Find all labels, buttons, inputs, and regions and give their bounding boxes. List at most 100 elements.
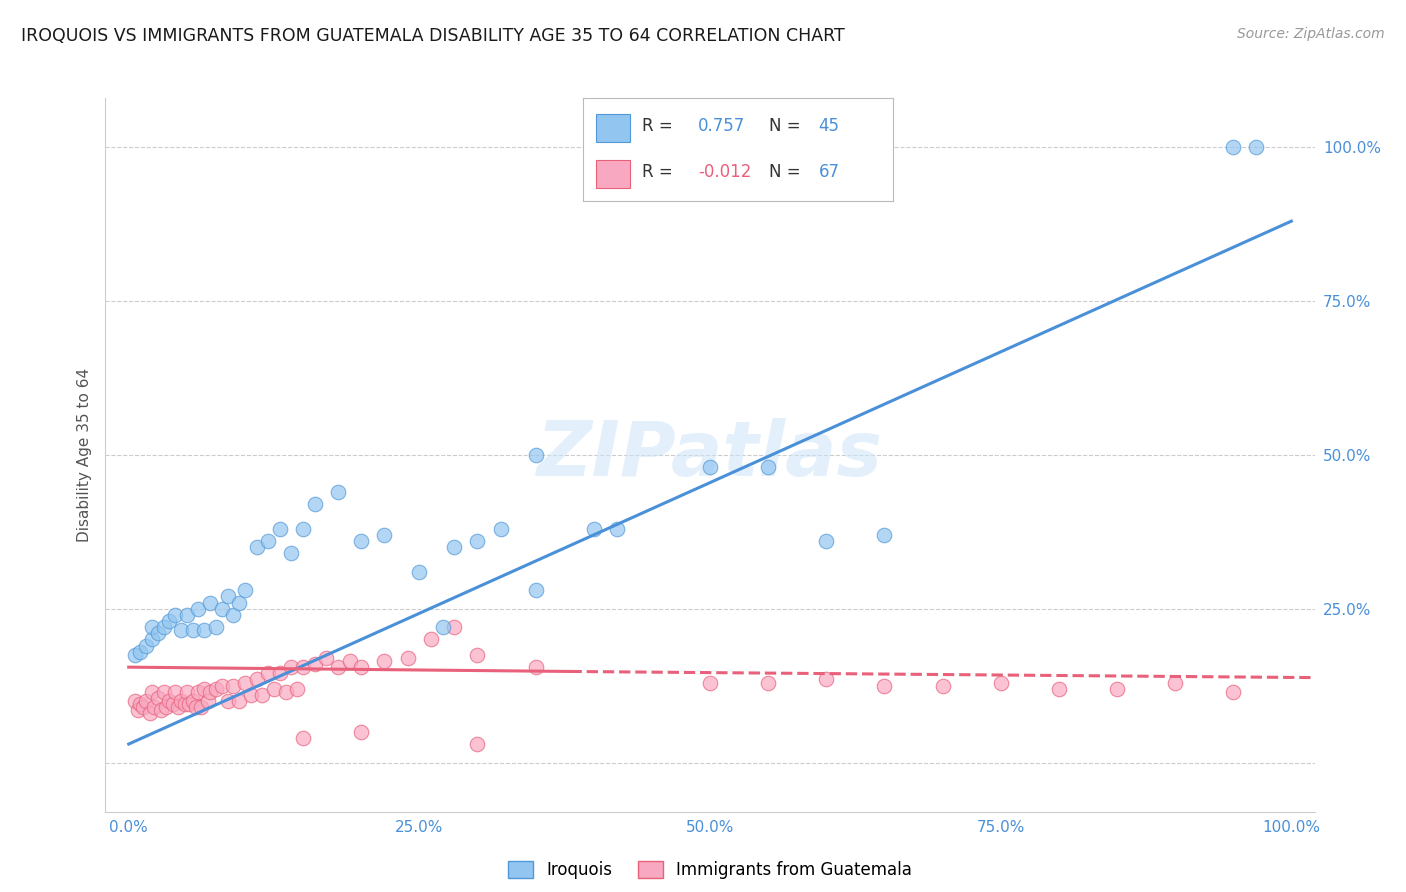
Point	[756, 675, 779, 690]
Text: -0.012: -0.012	[697, 163, 751, 181]
Point	[873, 679, 896, 693]
Point	[699, 460, 721, 475]
Point	[304, 497, 326, 511]
Point	[205, 620, 228, 634]
Text: 45: 45	[818, 117, 839, 135]
Point	[339, 654, 361, 668]
Point	[129, 697, 152, 711]
Point	[756, 460, 779, 475]
Point	[280, 660, 302, 674]
Text: N =: N =	[769, 163, 800, 181]
Point	[280, 546, 302, 560]
Point	[269, 522, 291, 536]
Point	[252, 688, 274, 702]
Point	[443, 540, 465, 554]
Y-axis label: Disability Age 35 to 64: Disability Age 35 to 64	[76, 368, 91, 542]
Point	[141, 620, 163, 634]
Point	[467, 534, 489, 549]
Point	[187, 685, 209, 699]
Text: 0.757: 0.757	[697, 117, 745, 135]
Point	[135, 694, 157, 708]
Point	[222, 607, 245, 622]
Point	[170, 694, 193, 708]
Point	[432, 620, 454, 634]
Text: R =: R =	[643, 117, 673, 135]
Point	[292, 522, 315, 536]
Point	[217, 590, 239, 604]
Point	[467, 737, 489, 751]
Point	[193, 624, 215, 638]
Point	[304, 657, 326, 671]
Point	[124, 648, 146, 662]
Point	[141, 632, 163, 647]
Point	[582, 522, 605, 536]
Legend: Iroquois, Immigrants from Guatemala: Iroquois, Immigrants from Guatemala	[502, 854, 918, 886]
Point	[257, 534, 280, 549]
Point	[152, 685, 174, 699]
Point	[198, 685, 221, 699]
Point	[217, 694, 239, 708]
Point	[815, 534, 838, 549]
Point	[489, 522, 512, 536]
Point	[131, 700, 153, 714]
Point	[211, 679, 233, 693]
Point	[246, 673, 269, 687]
Point	[373, 654, 395, 668]
Point	[1246, 140, 1268, 154]
Point	[873, 528, 896, 542]
Point	[263, 681, 285, 696]
Point	[157, 614, 180, 628]
Point	[524, 448, 547, 462]
Point	[143, 700, 166, 714]
Point	[176, 685, 198, 699]
Point	[408, 565, 430, 579]
Point	[326, 484, 349, 499]
Text: IROQUOIS VS IMMIGRANTS FROM GUATEMALA DISABILITY AGE 35 TO 64 CORRELATION CHART: IROQUOIS VS IMMIGRANTS FROM GUATEMALA DI…	[21, 27, 845, 45]
Point	[239, 688, 262, 702]
Point	[152, 620, 174, 634]
Point	[146, 626, 169, 640]
Point	[467, 648, 489, 662]
Point	[233, 583, 256, 598]
Point	[274, 685, 297, 699]
Point	[326, 660, 349, 674]
Point	[292, 731, 315, 745]
Bar	[596, 160, 630, 188]
Point	[179, 697, 201, 711]
Point	[524, 660, 547, 674]
Text: ZIPatlas: ZIPatlas	[537, 418, 883, 491]
Point	[228, 694, 250, 708]
Point	[166, 700, 188, 714]
Point	[443, 620, 465, 634]
Point	[193, 681, 215, 696]
Text: N =: N =	[769, 117, 800, 135]
Point	[186, 700, 208, 714]
Point	[815, 673, 838, 687]
Point	[165, 685, 187, 699]
Point	[1222, 140, 1244, 154]
Point	[150, 703, 173, 717]
Point	[181, 694, 204, 708]
Point	[198, 596, 221, 610]
Point	[181, 624, 204, 638]
Point	[155, 700, 177, 714]
Point	[187, 601, 209, 615]
Point	[190, 700, 212, 714]
Point	[257, 666, 280, 681]
Point	[350, 660, 373, 674]
Point	[246, 540, 269, 554]
Point	[373, 528, 395, 542]
Point	[699, 675, 721, 690]
Point	[165, 607, 187, 622]
Point	[396, 651, 419, 665]
Point	[292, 660, 315, 674]
Point	[138, 706, 160, 721]
Point	[176, 607, 198, 622]
Point	[931, 679, 953, 693]
Point	[197, 694, 219, 708]
Point	[350, 724, 373, 739]
Point	[350, 534, 373, 549]
Point	[524, 583, 547, 598]
Point	[1222, 685, 1244, 699]
Point	[315, 651, 337, 665]
